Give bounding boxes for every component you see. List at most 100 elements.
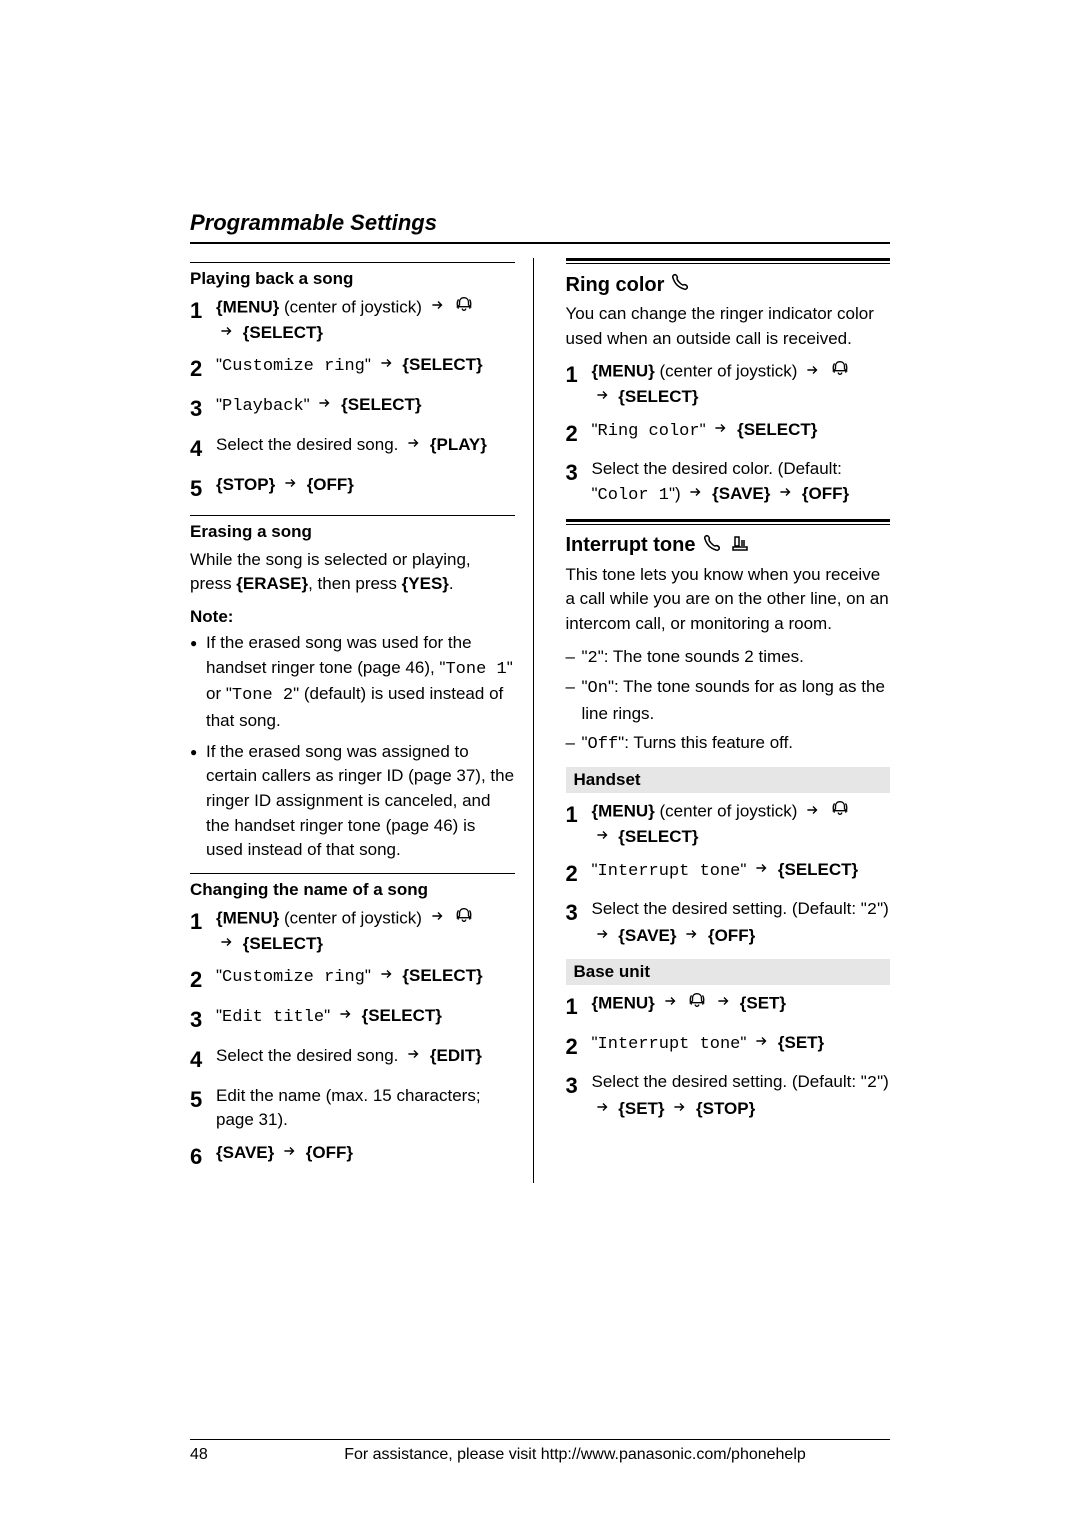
select-button-label: {SELECT} [402,355,482,374]
step-number: 2 [566,418,584,450]
step: 5 {STOP} {OFF} [190,473,515,505]
arrow-icon [279,1141,301,1166]
step: 1 {MENU} (center of joystick) {SELECT} [190,906,515,956]
handset-subsection: Handset [566,767,891,793]
playing-steps: 1 {MENU} (center of joystick) {SELECT} 2… [190,295,515,505]
step-text: {MENU} (center of joystick) {SELECT} [216,295,475,345]
arrow-icon [802,360,824,385]
bell-icon [829,359,851,385]
step-text: Select the desired song. {EDIT} [216,1044,482,1069]
select-button-label: {SELECT} [618,387,698,406]
default-value: Color 1 [598,486,669,505]
off-button-label: {OFF} [802,484,849,503]
select-button-label: {SELECT} [402,966,482,985]
text: (center of joystick) [279,908,426,927]
changing-steps: 1 {MENU} (center of joystick) {SELECT} 2… [190,906,515,1173]
step-number: 1 [190,295,208,327]
text: ") [669,484,685,503]
rule [190,873,515,874]
quote: " [740,1033,751,1052]
section-title: Programmable Settings [190,210,890,236]
title-rule [190,242,890,244]
text: (center of joystick) [655,802,802,821]
erasing-notes: If the erased song was used for the hand… [190,631,515,863]
step-text: Select the desired color. (Default: "Col… [592,457,891,508]
step: 3 Select the desired color. (Default: "C… [566,457,891,508]
quote: " [740,860,751,879]
interrupt-options: "2": The tone sounds 2 times. "On": The … [566,645,891,758]
menu-button-label: {MENU} [592,362,655,381]
changing-heading: Changing the name of a song [190,880,515,900]
option-value: Off [588,735,619,754]
interrupt-heading: Interrupt tone [566,533,891,559]
step-number: 2 [190,353,208,385]
base-icon [728,533,752,559]
bell-icon [453,295,475,321]
text: ": The tone sounds 2 times. [598,647,804,666]
heading-text: Ring color [566,274,665,297]
arrow-icon [669,1097,691,1122]
text: . [449,574,454,593]
save-button-label: {SAVE} [618,926,676,945]
text: If the erased song was used for the hand… [206,633,472,677]
bell-icon [829,799,851,825]
step-number: 3 [566,457,584,489]
stop-button-label: {STOP} [696,1099,755,1118]
quote: " [700,420,711,439]
step-number: 3 [566,1070,584,1102]
list-item: "On": The tone sounds for as long as the… [566,675,891,726]
step-number: 5 [190,1084,208,1116]
two-column-layout: Playing back a song 1 {MENU} (center of … [190,258,890,1183]
erase-button-label: {ERASE} [236,574,308,593]
step-text: {MENU} (center of joystick) {SELECT} [592,799,851,849]
step: 3 Select the desired setting. (Default: … [566,1070,891,1121]
text: , then press [308,574,402,593]
text: Select the desired song. [216,435,403,454]
quote: " [324,1006,335,1025]
handset-steps: 1 {MENU} (center of joystick) {SELECT} 2… [566,799,891,948]
step-number: 3 [566,897,584,929]
step-number: 4 [190,433,208,465]
step-text: {MENU} {SET} [592,991,787,1017]
arrow-icon [403,1044,425,1069]
arrow-icon [751,1031,773,1056]
step: 3 "Edit title" {SELECT} [190,1004,515,1036]
arrow-icon [685,482,707,507]
play-button-label: {PLAY} [430,435,487,454]
arrow-icon [314,393,336,418]
tone-name: Tone 2 [232,686,293,705]
list-item: "2": The tone sounds 2 times. [566,645,891,672]
select-button-label: {SELECT} [737,420,817,439]
text: Select the desired song. [216,1046,403,1065]
step-text: Select the desired setting. (Default: "2… [592,1070,889,1121]
arrow-icon [376,353,398,378]
step: 4 Select the desired song. {PLAY} [190,433,515,465]
step-number: 1 [566,359,584,391]
arrow-icon [280,473,302,498]
step-number: 2 [190,964,208,996]
quote: " [365,966,376,985]
quote: " [304,395,315,414]
step: 2 "Interrupt tone" {SELECT} [566,858,891,890]
ring-steps: 1 {MENU} (center of joystick) {SELECT} 2… [566,359,891,508]
step-text: Select the desired setting. (Default: "2… [592,897,889,948]
menu-option: Edit title [222,1008,324,1027]
playing-heading: Playing back a song [190,269,515,289]
step-text: "Interrupt tone" {SELECT} [592,858,859,885]
list-item: If the erased song was assigned to certa… [190,740,515,863]
step: 1 {MENU} (center of joystick) {SELECT} [566,359,891,409]
select-button-label: {SELECT} [362,1006,442,1025]
text: ": The tone sounds for as long as the li… [582,677,885,723]
text: ": Turns this feature off. [618,733,793,752]
text: Select the desired setting. (Default: " [592,1072,867,1091]
step: 2 "Customize ring" {SELECT} [190,353,515,385]
menu-option: Interrupt tone [598,1035,741,1054]
option-value: 2 [588,649,598,668]
rule [190,515,515,516]
handset-icon [702,533,722,559]
step-number: 1 [566,991,584,1023]
interrupt-body: This tone lets you know when you receive… [566,563,891,637]
step: 4 Select the desired song. {EDIT} [190,1044,515,1076]
rule [566,258,891,261]
step-number: 2 [566,1031,584,1063]
